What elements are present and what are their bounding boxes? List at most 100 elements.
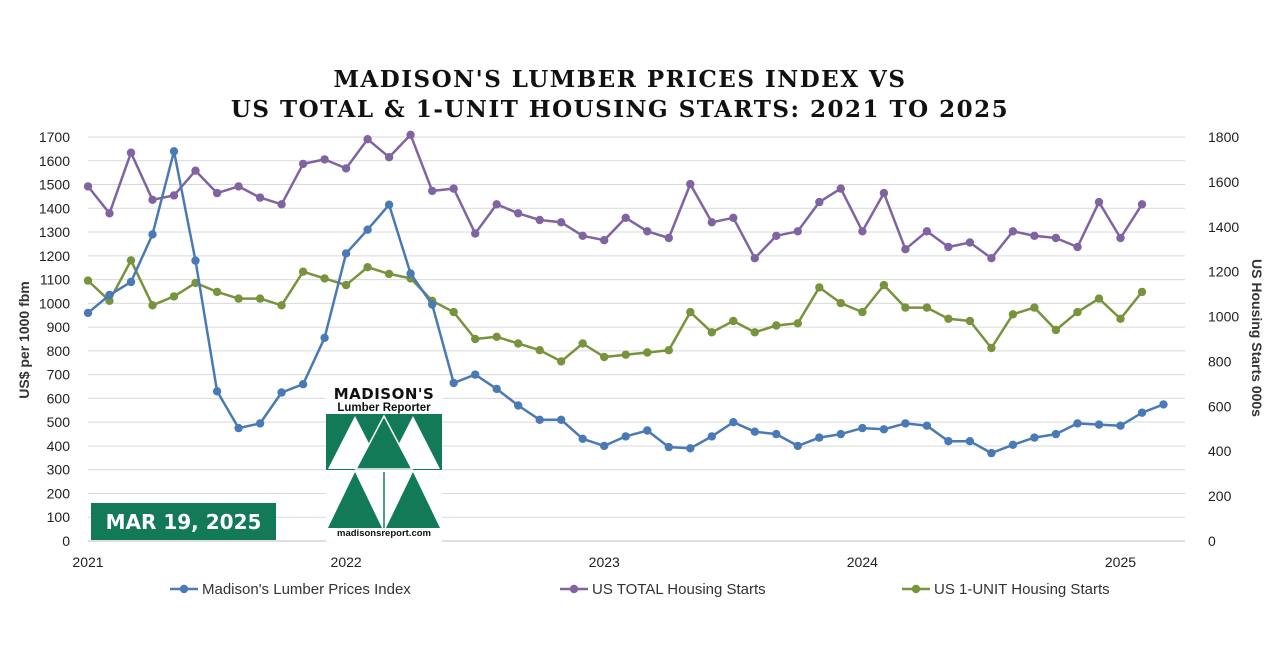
right-tick-label: 600 bbox=[1208, 398, 1232, 414]
data-point bbox=[578, 434, 587, 443]
data-point bbox=[492, 332, 501, 341]
data-point bbox=[212, 387, 222, 396]
series-line bbox=[87, 150, 1164, 455]
chart-title: MADISON'S LUMBER PRICES INDEX VS US TOTA… bbox=[231, 66, 1009, 123]
data-point bbox=[987, 343, 996, 353]
data-point bbox=[901, 419, 910, 428]
data-point bbox=[363, 225, 372, 234]
data-point bbox=[298, 159, 308, 169]
data-point bbox=[471, 334, 480, 344]
right-axis-ticks: 0 200 400 600 800 1000 1200 1400 1600 1800 bbox=[1208, 129, 1239, 549]
legend: Madison's Lumber Prices Index US TOTAL Ho… bbox=[170, 581, 1110, 598]
x-tick-label: 2025 bbox=[1105, 554, 1136, 570]
data-point bbox=[234, 294, 243, 303]
data-point bbox=[707, 218, 716, 227]
data-point bbox=[384, 153, 394, 162]
data-point bbox=[1030, 433, 1039, 442]
data-point bbox=[1008, 227, 1018, 236]
data-point bbox=[621, 432, 630, 441]
data-point bbox=[83, 276, 93, 285]
left-tick-label: 1600 bbox=[39, 153, 70, 169]
left-tick-label: 700 bbox=[47, 367, 71, 383]
data-point bbox=[858, 423, 867, 433]
data-point bbox=[578, 339, 587, 348]
data-point bbox=[169, 292, 179, 301]
right-tick-label: 1600 bbox=[1208, 174, 1239, 190]
chart-title-line-2: US TOTAL & 1-UNIT HOUSING STARTS: 2021 T… bbox=[231, 96, 1009, 123]
data-point bbox=[965, 316, 975, 326]
data-point bbox=[621, 213, 630, 222]
data-point bbox=[169, 147, 179, 156]
data-point bbox=[1137, 287, 1147, 297]
data-point bbox=[212, 287, 222, 297]
data-point bbox=[126, 277, 136, 287]
logo-url: madisonsreport.com bbox=[337, 528, 431, 539]
data-point bbox=[1051, 233, 1061, 243]
data-point bbox=[277, 200, 286, 209]
data-point bbox=[1073, 307, 1082, 317]
data-point bbox=[320, 155, 329, 164]
data-point bbox=[965, 238, 975, 247]
data-point bbox=[643, 426, 652, 435]
chart-title-line-1: MADISON'S LUMBER PRICES INDEX VS bbox=[333, 66, 906, 93]
data-point bbox=[1030, 303, 1039, 312]
legend-swatch-marker bbox=[911, 584, 921, 594]
data-point bbox=[105, 296, 114, 305]
data-point bbox=[363, 135, 372, 144]
data-point bbox=[428, 186, 437, 196]
data-point bbox=[406, 130, 415, 139]
left-tick-label: 800 bbox=[47, 343, 71, 359]
data-point bbox=[922, 227, 932, 236]
data-point bbox=[557, 415, 566, 424]
data-point bbox=[535, 346, 544, 355]
left-axis-title: US$ per 1000 fbm bbox=[16, 281, 32, 399]
data-point bbox=[1094, 197, 1104, 207]
data-point bbox=[987, 254, 996, 263]
data-point bbox=[600, 352, 609, 362]
data-point bbox=[255, 294, 265, 303]
legend-swatch-marker bbox=[179, 584, 189, 594]
data-point bbox=[750, 427, 759, 436]
x-axis-ticks: 2021 2022 2023 2024 2025 bbox=[72, 554, 1136, 570]
data-point bbox=[686, 179, 695, 189]
data-point bbox=[449, 307, 458, 317]
data-point bbox=[234, 423, 243, 433]
legend-label: US TOTAL Housing Starts bbox=[592, 581, 766, 598]
data-point bbox=[772, 231, 781, 240]
legend-swatch-marker bbox=[569, 584, 579, 594]
data-point bbox=[965, 437, 975, 446]
data-point bbox=[901, 303, 910, 312]
data-point bbox=[944, 242, 953, 252]
data-point bbox=[815, 197, 824, 207]
data-point bbox=[1073, 419, 1082, 428]
data-point bbox=[557, 218, 566, 227]
data-point bbox=[1137, 408, 1147, 417]
data-point bbox=[83, 182, 93, 191]
data-point bbox=[621, 350, 630, 359]
left-tick-label: 300 bbox=[47, 462, 71, 478]
data-point bbox=[320, 333, 329, 342]
data-point bbox=[514, 339, 523, 348]
x-tick-label: 2023 bbox=[589, 554, 620, 570]
data-point bbox=[191, 256, 200, 265]
madisons-logo: MADISON'S Lumber Reporter madisonsreport… bbox=[326, 386, 442, 542]
x-tick-label: 2021 bbox=[72, 554, 103, 570]
right-tick-label: 1000 bbox=[1208, 309, 1239, 325]
series-2 bbox=[83, 130, 1147, 263]
data-point bbox=[707, 432, 716, 441]
data-point bbox=[1073, 242, 1082, 252]
right-tick-label: 800 bbox=[1208, 353, 1232, 369]
series-line bbox=[87, 259, 1143, 363]
data-point bbox=[836, 429, 845, 439]
data-point bbox=[1159, 400, 1168, 409]
legend-label: US 1-UNIT Housing Starts bbox=[934, 581, 1110, 598]
data-point bbox=[1116, 314, 1125, 323]
series-1 bbox=[83, 147, 1168, 458]
series-line bbox=[87, 133, 1144, 260]
data-point bbox=[255, 419, 265, 428]
data-point bbox=[836, 298, 845, 308]
data-point bbox=[772, 321, 781, 330]
data-point bbox=[126, 256, 136, 265]
data-point bbox=[600, 236, 609, 245]
data-point bbox=[879, 280, 889, 290]
